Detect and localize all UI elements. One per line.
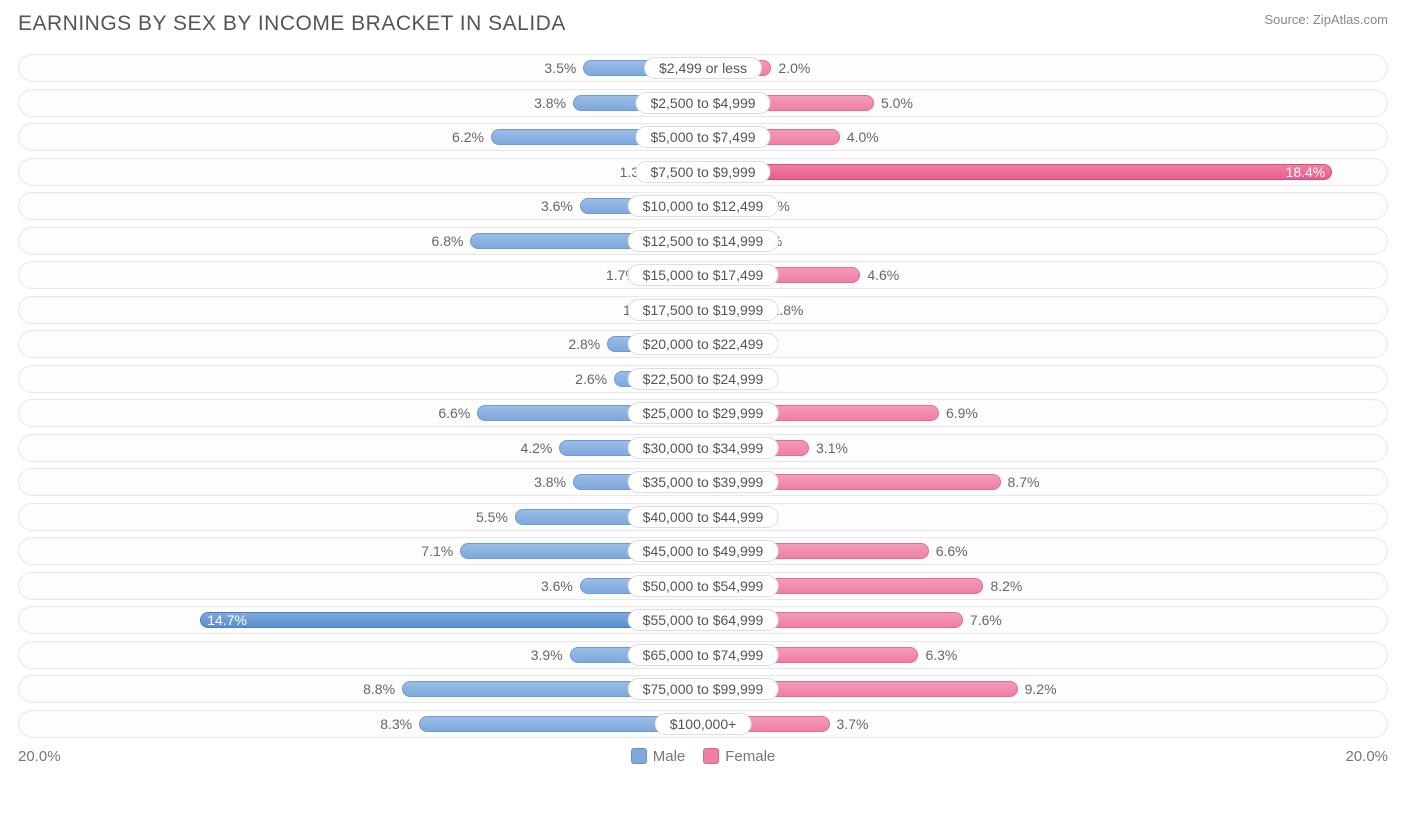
bracket-label: $2,499 or less xyxy=(644,57,762,79)
chart-row: 1.2%1.8%$17,500 to $19,999 xyxy=(18,296,1388,324)
male-value: 6.8% xyxy=(432,233,472,249)
female-value: 8.2% xyxy=(982,578,1022,594)
female-value: 6.9% xyxy=(938,405,978,421)
male-value: 3.6% xyxy=(541,578,581,594)
chart-row: 3.9% 6.3% $65,000 to $74,999 xyxy=(18,641,1388,669)
chart-row: 1.7%4.6%$15,000 to $17,499 xyxy=(18,261,1388,289)
bracket-label: $15,000 to $17,499 xyxy=(628,264,779,286)
chart-row: 3.8% 8.7% $35,000 to $39,999 xyxy=(18,468,1388,496)
male-value: 8.3% xyxy=(380,716,420,732)
male-value: 5.5% xyxy=(476,509,516,525)
legend-item-male: Male xyxy=(631,748,686,765)
male-value: 3.9% xyxy=(531,647,571,663)
chart-row: 3.6%1.4%$10,000 to $12,499 xyxy=(18,192,1388,220)
female-value: 8.7% xyxy=(1000,474,1040,490)
bracket-label: $100,000+ xyxy=(655,713,752,735)
female-swatch xyxy=(703,748,719,764)
chart-row: 3.5% 2.0% $2,499 or less xyxy=(18,54,1388,82)
female-value: 6.3% xyxy=(917,647,957,663)
male-value: 8.8% xyxy=(363,681,403,697)
male-swatch xyxy=(631,748,647,764)
legend: Male Female xyxy=(631,748,776,765)
bracket-label: $5,000 to $7,499 xyxy=(635,126,770,148)
chart-row: 3.8% 5.0% $2,500 to $4,999 xyxy=(18,89,1388,117)
female-value: 6.6% xyxy=(928,543,968,559)
bracket-label: $22,500 to $24,999 xyxy=(628,368,779,390)
female-value: 5.0% xyxy=(873,95,913,111)
axis-max-left: 20.0% xyxy=(18,748,631,765)
male-value: 2.6% xyxy=(575,371,615,387)
male-value: 6.2% xyxy=(452,129,492,145)
male-value: 3.8% xyxy=(534,474,574,490)
male-value: 7.1% xyxy=(421,543,461,559)
female-value: 18.4% xyxy=(1286,164,1326,180)
legend-label: Female xyxy=(725,748,775,765)
male-value: 3.5% xyxy=(544,60,584,76)
chart-row: 8.3% 3.7% $100,000+ xyxy=(18,710,1388,738)
legend-item-female: Female xyxy=(703,748,775,765)
bracket-label: $7,500 to $9,999 xyxy=(635,161,770,183)
bracket-label: $17,500 to $19,999 xyxy=(628,299,779,321)
chart-row: 2.6%0.35%$22,500 to $24,999 xyxy=(18,365,1388,393)
male-value: 2.8% xyxy=(568,336,608,352)
female-value: 3.1% xyxy=(808,440,848,456)
chart-row: 7.1% 6.6% $45,000 to $49,999 xyxy=(18,537,1388,565)
bracket-label: $30,000 to $34,999 xyxy=(628,437,779,459)
bracket-label: $2,500 to $4,999 xyxy=(635,92,770,114)
bracket-label: $20,000 to $22,499 xyxy=(628,333,779,355)
female-value: 7.6% xyxy=(962,612,1002,628)
male-value: 3.8% xyxy=(534,95,574,111)
bracket-label: $10,000 to $12,499 xyxy=(628,195,779,217)
chart-row: 3.6% 8.2% $50,000 to $54,999 xyxy=(18,572,1388,600)
chart-row: 8.8% 9.2% $75,000 to $99,999 xyxy=(18,675,1388,703)
female-value: 2.0% xyxy=(770,60,810,76)
chart-row: 6.6% 6.9% $25,000 to $29,999 xyxy=(18,399,1388,427)
chart-row: 5.5%0.47%$40,000 to $44,999 xyxy=(18,503,1388,531)
male-value: 14.7% xyxy=(207,612,247,628)
bracket-label: $50,000 to $54,999 xyxy=(628,575,779,597)
bracket-label: $25,000 to $29,999 xyxy=(628,402,779,424)
female-bar: 18.4% xyxy=(703,164,1332,180)
bracket-label: $40,000 to $44,999 xyxy=(628,506,779,528)
legend-label: Male xyxy=(653,748,686,765)
male-value: 3.6% xyxy=(541,198,581,214)
source-attribution: Source: ZipAtlas.com xyxy=(1264,12,1388,27)
female-value: 4.6% xyxy=(859,267,899,283)
bracket-label: $75,000 to $99,999 xyxy=(628,678,779,700)
male-value: 4.2% xyxy=(520,440,560,456)
chart-row: 4.2% 3.1% $30,000 to $34,999 xyxy=(18,434,1388,462)
male-value: 6.6% xyxy=(438,405,478,421)
axis-max-right: 20.0% xyxy=(775,748,1388,765)
bracket-label: $45,000 to $49,999 xyxy=(628,540,779,562)
chart-row: 2.8%0.77%$20,000 to $22,499 xyxy=(18,330,1388,358)
chart-title: EARNINGS BY SEX BY INCOME BRACKET IN SAL… xyxy=(18,12,566,36)
bracket-label: $65,000 to $74,999 xyxy=(628,644,779,666)
chart-row: 6.8%0.95%$12,500 to $14,999 xyxy=(18,227,1388,255)
bracket-label: $55,000 to $64,999 xyxy=(628,609,779,631)
female-value: 3.7% xyxy=(829,716,869,732)
bracket-label: $12,500 to $14,999 xyxy=(628,230,779,252)
chart-row: 14.7% 7.6% $55,000 to $64,999 xyxy=(18,606,1388,634)
female-value: 9.2% xyxy=(1017,681,1057,697)
chart-row: 1.3%18.4%$7,500 to $9,999 xyxy=(18,158,1388,186)
female-value: 4.0% xyxy=(839,129,879,145)
chart-row: 6.2% 4.0% $5,000 to $7,499 xyxy=(18,123,1388,151)
bracket-label: $35,000 to $39,999 xyxy=(628,471,779,493)
diverging-bar-chart: 3.5% 2.0% $2,499 or less 3.8% 5.0% $2,500 to … xyxy=(18,54,1388,738)
